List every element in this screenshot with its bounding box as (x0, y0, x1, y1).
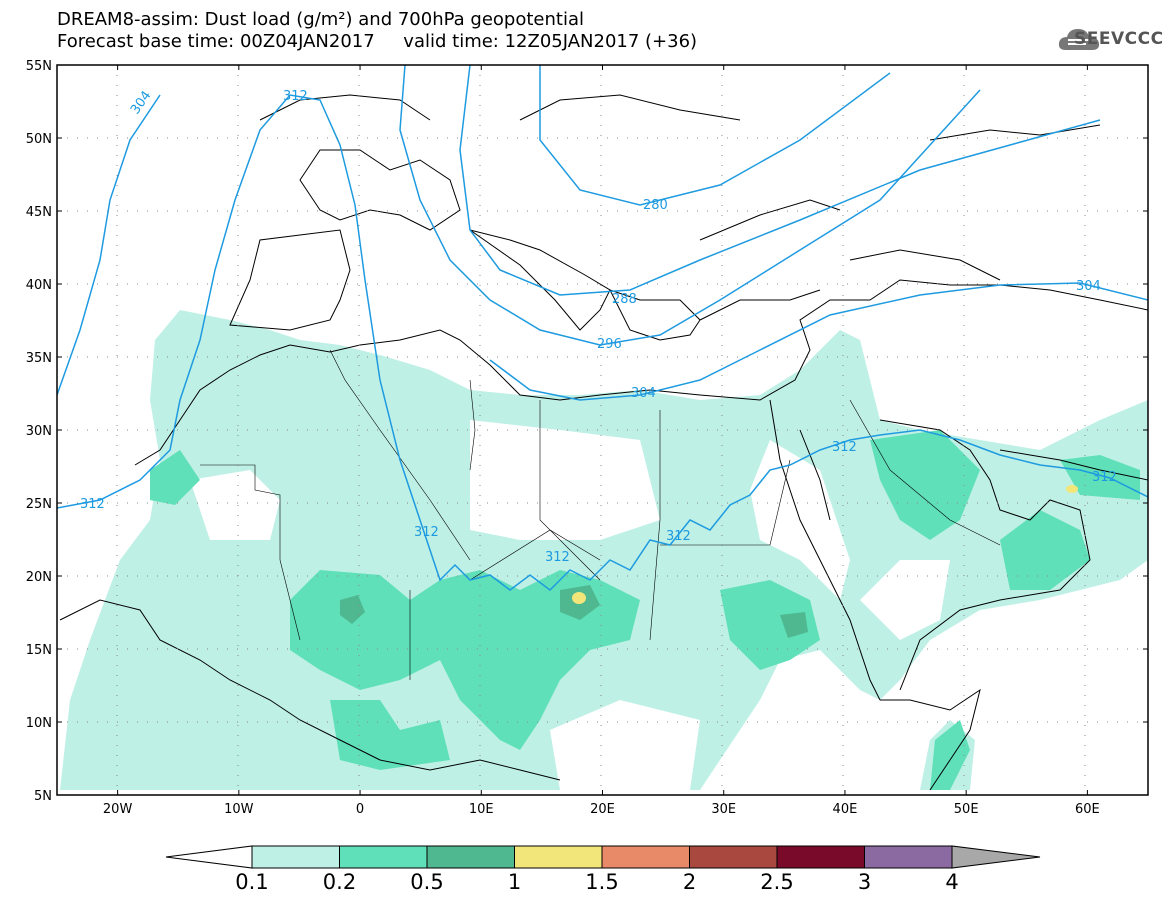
colorbar-swatch (514, 845, 603, 869)
colorbar-tick-label: 2 (683, 870, 696, 894)
lat-label: 15N (26, 643, 52, 658)
dust-layer-peak (572, 485, 1078, 604)
colorbar-swatch (689, 845, 778, 869)
lat-label: 5N (34, 789, 52, 804)
contour-label: 304 (1076, 279, 1101, 294)
colorbar-swatch (864, 845, 953, 869)
lat-label: 55N (26, 59, 52, 74)
longitude-labels: 20W 10W 0 10E 20E 30E 40E 50E 60E (103, 802, 1100, 817)
lat-label: 50N (26, 132, 52, 147)
lat-label: 40N (26, 278, 52, 293)
colorbar-tick-label: 1.5 (585, 870, 618, 894)
lon-label: 10E (469, 802, 494, 817)
lat-label: 10N (26, 716, 52, 731)
contour-label: 312 (414, 525, 439, 540)
colorbar-swatch (426, 845, 515, 869)
colorbar-max-arrow (951, 845, 1041, 869)
contour-label: 312 (80, 497, 105, 512)
colorbar-tick-label: 0.1 (235, 870, 268, 894)
contour-label: 312 (666, 529, 691, 544)
lon-label: 60E (1075, 802, 1100, 817)
colorbar-swatch (601, 845, 690, 869)
contour-label: 312 (832, 440, 857, 455)
coastlines (59, 94, 1148, 791)
colorbar-swatch (251, 845, 340, 869)
colorbar-legend: 0.1 0.2 0.5 1 1.5 2 2.5 3 4 (165, 845, 1041, 894)
colorbar-tick-label: 3 (858, 870, 871, 894)
lat-label: 45N (26, 205, 52, 220)
lon-label: 30E (711, 802, 736, 817)
contour-label: 312 (1092, 470, 1117, 485)
lat-label: 30N (26, 424, 52, 439)
dust-gaps (190, 420, 1148, 790)
lat-label: 35N (26, 351, 52, 366)
colorbar-tick-label: 1 (508, 870, 521, 894)
latitude-labels: 55N 50N 45N 40N 35N 30N 25N 20N 15N 10N 5N (26, 59, 52, 804)
contour-label: 312 (545, 550, 570, 565)
contour-label: 304 (631, 386, 656, 401)
colorbar-swatch (776, 845, 865, 869)
lat-label: 25N (26, 497, 52, 512)
logo-text: SEEVCCC (1074, 29, 1164, 49)
country-borders (200, 349, 1001, 680)
contour-label: 312 (283, 89, 308, 104)
lat-label: 20N (26, 570, 52, 585)
lon-label: 10W (224, 802, 254, 817)
colorbar-min-arrow (165, 845, 253, 869)
colorbar-tick-label: 2.5 (760, 870, 793, 894)
lon-label: 20W (103, 802, 133, 817)
contour-label: 280 (643, 198, 668, 213)
colorbar-tick-label: 4 (945, 870, 958, 894)
contour-labels: 304 312 280 288 296 304 304 312 312 312 … (80, 88, 1117, 565)
lon-label: 0 (356, 802, 364, 817)
colorbar-tick-label: 0.5 (410, 870, 443, 894)
colorbar-tick-label: 0.2 (323, 870, 356, 894)
lon-label: 40E (833, 802, 858, 817)
forecast-time-line: Forecast base time: 00Z04JAN2017 valid t… (57, 31, 698, 52)
contour-label: 288 (612, 292, 637, 307)
map-title: DREAM8-assim: Dust load (g/m²) and 700hP… (57, 9, 584, 30)
contour-label: 296 (597, 337, 622, 352)
cloud-icon (1058, 29, 1100, 50)
lon-label: 20E (590, 802, 615, 817)
lon-label: 50E (954, 802, 979, 817)
dust-layer-medium (150, 430, 1140, 790)
colorbar-swatch (339, 845, 428, 869)
geopotential-contours (57, 65, 1148, 591)
